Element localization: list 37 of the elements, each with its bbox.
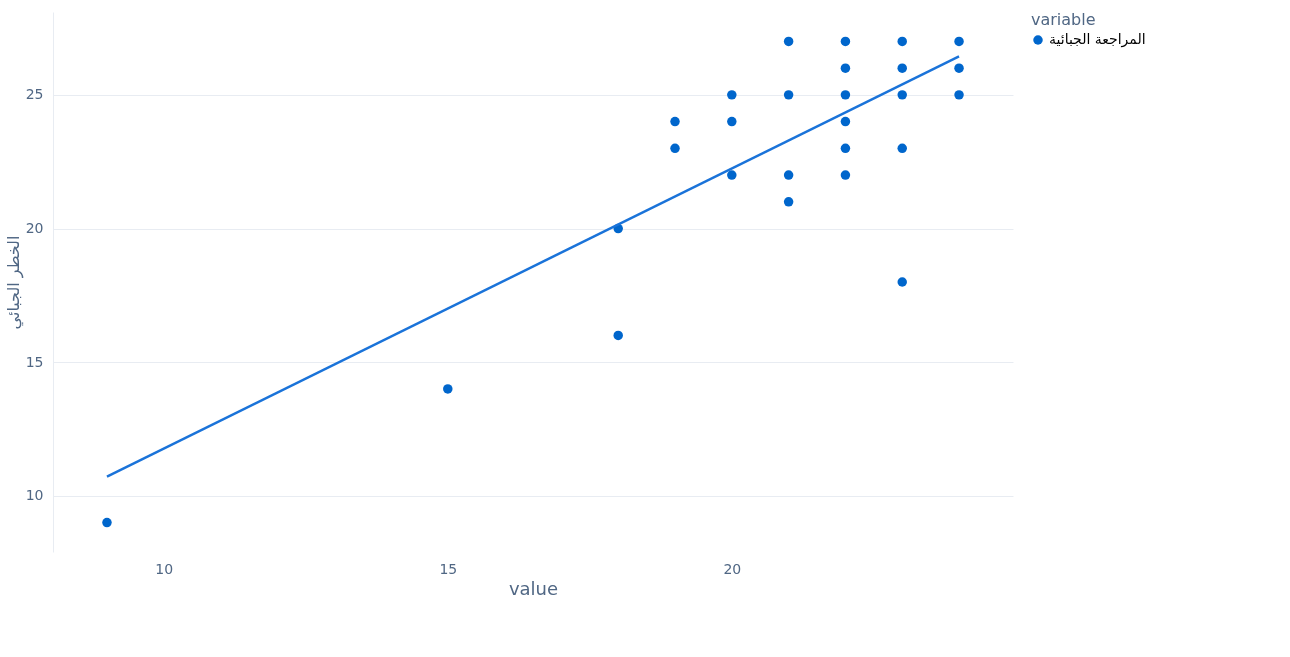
point [840, 143, 851, 154]
point [954, 90, 964, 100]
point [783, 36, 794, 47]
legend-label: المراجعة الجبائية [1049, 31, 1146, 48]
point [840, 90, 851, 100]
point [840, 36, 851, 47]
point [783, 197, 794, 207]
point [954, 63, 964, 73]
x-axis-title: value [508, 577, 559, 599]
point [613, 330, 623, 341]
point [670, 143, 680, 154]
point [783, 170, 794, 180]
point [443, 384, 453, 394]
x-tick-label: 10 [155, 560, 174, 577]
point [727, 116, 737, 127]
point [783, 90, 794, 100]
point [840, 63, 851, 73]
point [840, 170, 851, 180]
y-tick-label: 10 [25, 487, 44, 504]
x-tick-label: 15 [439, 560, 458, 577]
point [840, 116, 851, 127]
point [897, 90, 907, 100]
y-tick-label: 20 [25, 220, 44, 237]
y-tick-label: 15 [25, 353, 44, 370]
point [727, 170, 737, 180]
point [670, 116, 680, 127]
point [897, 36, 907, 47]
point [727, 90, 737, 100]
legend-title: variable [1031, 10, 1096, 29]
y-axis-title: الخطر الجبائي [3, 235, 24, 330]
point [897, 143, 907, 154]
point [897, 63, 907, 73]
point [102, 517, 112, 528]
y-tick-label: 25 [25, 86, 44, 103]
x-tick-label: 20 [723, 560, 742, 577]
point [897, 277, 907, 287]
point [954, 36, 964, 47]
